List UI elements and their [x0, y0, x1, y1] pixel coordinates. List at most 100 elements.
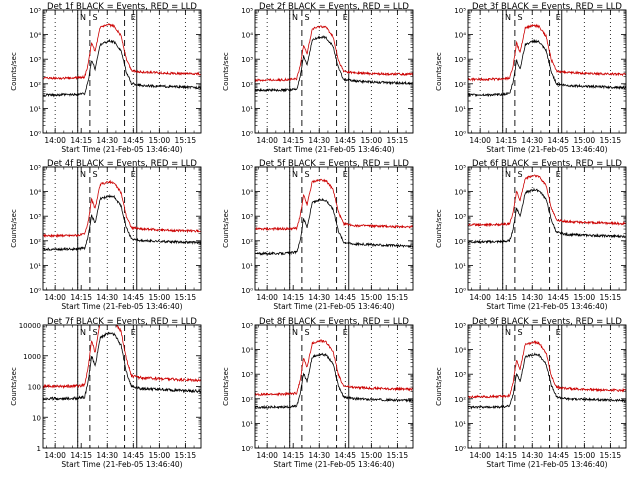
y-tick-label: 10⁵: [241, 164, 253, 172]
interval-label: E: [556, 13, 561, 22]
y-tick-label: 10⁴: [29, 189, 41, 197]
x-tick-label: 15:15: [175, 451, 197, 460]
series-line-lld: [255, 178, 413, 232]
x-tick-label: 15:00: [361, 451, 383, 460]
panel-1: Det 1f BLACK = Events, RED = LLD Counts/s…: [10, 2, 202, 154]
series-line-lld: [468, 340, 626, 399]
y-tick-label: 10⁴: [29, 32, 41, 40]
panel-title: Det 2f BLACK = Events, RED = LLD: [259, 2, 409, 12]
x-tick-label: 14:45: [122, 451, 144, 460]
y-tick-label: 10²: [29, 238, 41, 246]
x-tick-label: 14:00: [469, 136, 491, 145]
interval-label: N: [292, 13, 298, 22]
interval-label: N: [80, 328, 86, 337]
y-axis-label: Counts/sec: [435, 367, 443, 406]
y-tick-label: 10⁰: [454, 445, 466, 453]
y-tick-label: 10⁰: [454, 130, 466, 138]
x-tick-label: 14:45: [122, 293, 144, 302]
interval-label: N: [505, 13, 511, 22]
panel-title: Det 5f BLACK = Events, RED = LLD: [259, 159, 409, 169]
y-tick-label: 10000: [19, 322, 41, 330]
y-tick-label: 10⁵: [454, 164, 466, 172]
x-tick-label: 14:15: [70, 293, 92, 302]
series-line-lld: [255, 25, 413, 83]
y-axis-label: Counts/sec: [222, 209, 230, 248]
y-tick-label: 10³: [454, 371, 466, 379]
panel-title: Det 6f BLACK = Events, RED = LLD: [472, 159, 622, 169]
x-tick-label: 14:30: [521, 136, 543, 145]
y-tick-label: 10⁰: [241, 130, 253, 138]
interval-label: E: [343, 328, 348, 337]
interval-label: N: [505, 328, 511, 337]
x-tick-label: 14:45: [334, 451, 356, 460]
y-axis-label: Counts/sec: [435, 209, 443, 248]
interval-label: S: [305, 13, 310, 22]
x-tick-label: 14:30: [308, 451, 330, 460]
interval-label: E: [131, 13, 136, 22]
x-tick-label: 15:00: [361, 136, 383, 145]
y-tick-label: 10³: [241, 56, 253, 64]
y-tick-label: 10¹: [241, 105, 253, 113]
x-tick-label: 15:00: [361, 293, 383, 302]
x-tick-label: 15:00: [149, 136, 171, 145]
y-tick-label: 100: [28, 384, 41, 392]
panel-4: Det 4f BLACK = Events, RED = LLD Counts/s…: [10, 159, 202, 311]
plot-frame: [42, 324, 202, 449]
series-line-events: [468, 187, 626, 244]
interval-label: N: [80, 170, 86, 179]
interval-label: E: [556, 328, 561, 337]
y-tick-label: 10³: [29, 213, 41, 221]
y-tick-label: 10⁵: [241, 7, 253, 15]
series-line-events: [43, 331, 201, 401]
x-tick-label: 14:30: [96, 451, 118, 460]
y-axis-label: Counts/sec: [435, 52, 443, 91]
x-tick-label: 14:30: [521, 293, 543, 302]
x-tick-label: 14:00: [469, 451, 491, 460]
panel-5: Det 5f BLACK = Events, RED = LLD Counts/s…: [222, 159, 414, 311]
panel-8: Det 8f BLACK = Events, RED = LLD Counts/s…: [222, 317, 414, 469]
y-tick-label: 10²: [454, 396, 466, 404]
plot-frame: [467, 166, 627, 291]
x-tick-label: 15:00: [149, 293, 171, 302]
x-tick-label: 15:15: [600, 451, 622, 460]
interval-label: E: [556, 170, 561, 179]
x-tick-label: 15:00: [149, 451, 171, 460]
y-tick-label: 10²: [454, 81, 466, 89]
y-tick-label: 10⁴: [454, 347, 466, 355]
interval-label: N: [292, 328, 298, 337]
x-tick-label: 15:15: [175, 136, 197, 145]
y-tick-label: 10⁴: [454, 189, 466, 197]
plot-frame: [467, 9, 627, 134]
x-tick-label: 14:45: [547, 136, 569, 145]
series-line-lld: [468, 23, 626, 82]
y-tick-label: 10³: [241, 213, 253, 221]
y-tick-label: 10¹: [241, 262, 253, 270]
y-tick-label: 10: [32, 414, 41, 422]
series-line-lld: [43, 325, 201, 390]
interval-label: S: [93, 170, 98, 179]
interval-label: N: [80, 13, 86, 22]
y-tick-label: 10¹: [454, 420, 466, 428]
x-axis-label: Start Time (21-Feb-05 13:46:40): [486, 460, 607, 469]
x-axis-label: Start Time (21-Feb-05 13:46:40): [486, 302, 607, 311]
x-tick-label: 15:00: [574, 136, 596, 145]
x-axis-label: Start Time (21-Feb-05 13:46:40): [273, 145, 394, 154]
x-tick-label: 14:15: [282, 293, 304, 302]
panel-2: Det 2f BLACK = Events, RED = LLD Counts/s…: [222, 2, 414, 154]
interval-label: E: [343, 170, 348, 179]
x-tick-label: 15:15: [387, 451, 409, 460]
series-line-events: [468, 38, 626, 98]
x-tick-label: 14:45: [334, 293, 356, 302]
x-tick-label: 14:30: [521, 451, 543, 460]
x-tick-label: 14:30: [308, 136, 330, 145]
y-tick-label: 10¹: [454, 105, 466, 113]
y-tick-label: 10²: [241, 396, 253, 404]
y-tick-label: 10⁰: [241, 287, 253, 295]
plot-frame: [42, 166, 202, 291]
y-tick-label: 10⁰: [241, 445, 253, 453]
y-tick-label: 10¹: [241, 420, 253, 428]
y-tick-label: 10²: [241, 238, 253, 246]
y-tick-label: 10⁵: [454, 7, 466, 15]
y-tick-label: 10⁵: [454, 322, 466, 330]
